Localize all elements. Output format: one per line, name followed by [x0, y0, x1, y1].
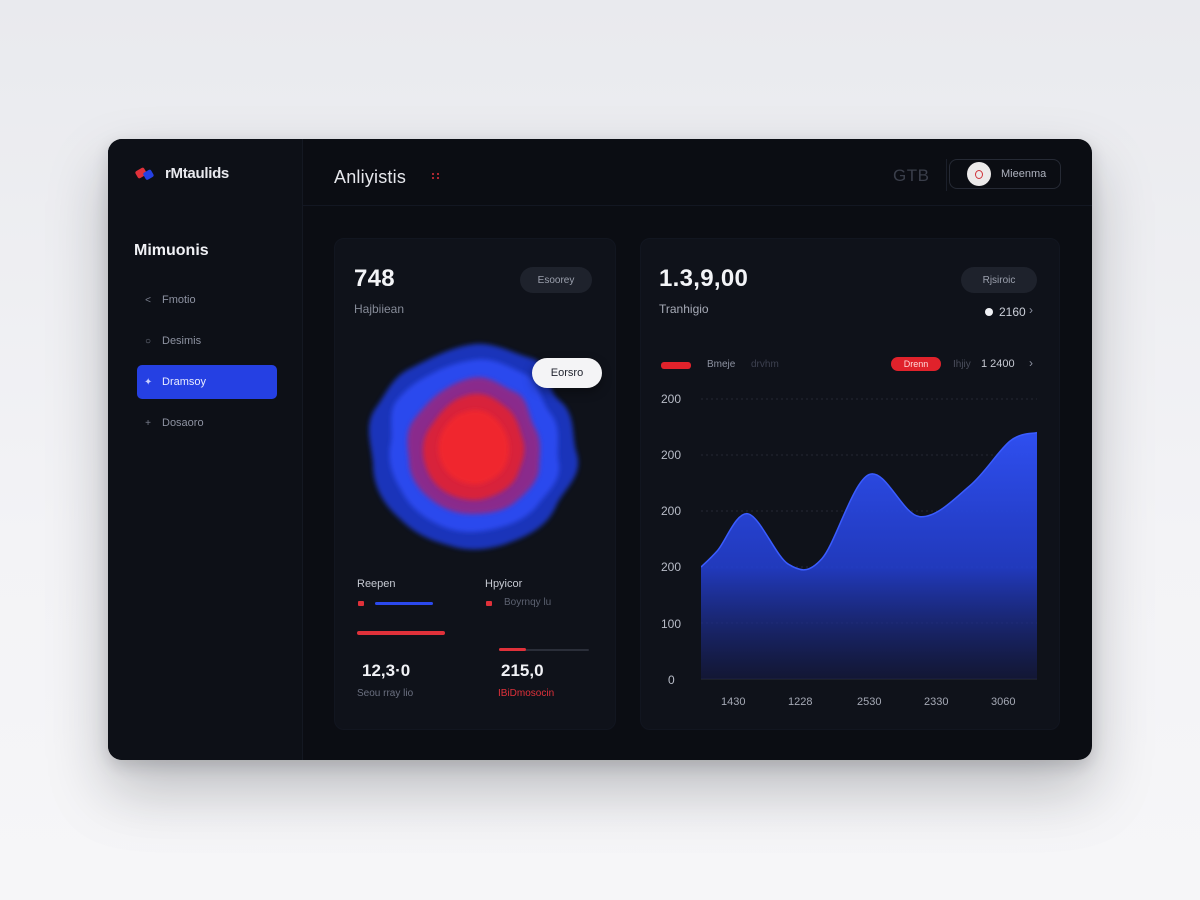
legend-b-note: Ihjiy [953, 359, 971, 370]
tooltip-button[interactable]: Eorsro [532, 358, 602, 388]
sidebar-item-label: Fmotio [162, 294, 196, 306]
heatmap-blob [368, 343, 579, 550]
filter-pill[interactable]: Esoorey [520, 267, 592, 293]
stat-1-value: 12,3·0 [362, 661, 411, 680]
stat-2-sub: IBiDmosocin [498, 688, 555, 699]
stat-1-legend-bar [375, 602, 433, 605]
area-chart [701, 398, 1037, 680]
legend-b-value: 1 2400 [981, 358, 1015, 370]
user-icon [975, 169, 983, 179]
trend-card: 1.3,9,00 Tranhigio Rjsiroic 2160 › Bmeje… [640, 238, 1060, 730]
chevron-right-icon[interactable]: › [1029, 356, 1033, 370]
logo-text: rMtaulids [165, 164, 229, 182]
area-series [701, 432, 1037, 679]
page-title: Anliyistis [334, 167, 407, 187]
legend-a-note: drvhm [751, 359, 779, 370]
card-label: Tranhigio [659, 302, 709, 316]
plus-icon: + [145, 417, 151, 429]
logo-icon [135, 167, 154, 180]
x-tick: 3060 [991, 696, 1016, 708]
sidebar-item-dramsoy[interactable]: ✦ Dramsoy [137, 365, 277, 399]
user-menu-button[interactable]: Mieenma [949, 159, 1061, 189]
stat-2-progress-bar [499, 648, 526, 651]
y-tick: 200 [661, 560, 682, 574]
sidebar-item-desimis[interactable]: ○ Desimis [137, 324, 277, 358]
user-name: Mieenma [1001, 168, 1047, 180]
top-code: GTB [893, 166, 930, 185]
stat-2-legend-text: Boyrnqy lu [504, 597, 552, 608]
stat-1-progress-bar [357, 631, 445, 635]
y-tick: 200 [661, 448, 682, 462]
x-tick: 1430 [721, 696, 746, 708]
stat-2-value: 215,0 [501, 661, 544, 680]
sidebar-title: Mimuonis [134, 242, 209, 259]
y-tick: 200 [661, 504, 682, 518]
card-label: Hajbiiean [354, 302, 405, 316]
x-tick: 1228 [788, 696, 813, 708]
heatmap-card: 748 Hajbiiean Esoorey Eorsro Reepen 12,3… [334, 238, 616, 730]
sparkle-icon: ✦ [144, 376, 153, 388]
y-tick: 100 [661, 617, 682, 631]
stat-1-title: Reepen [357, 578, 396, 590]
stat-1-legend-dot [358, 601, 364, 606]
x-tick: 2330 [924, 696, 949, 708]
sub-value[interactable]: 2160 [985, 305, 1026, 319]
sidebar-item-dosaoro[interactable]: + Dosaoro [137, 406, 277, 440]
series-chip[interactable]: Drenn [891, 357, 941, 371]
logo[interactable]: rMtaulids [135, 163, 229, 183]
dot-icon [985, 308, 993, 316]
stat-2-title: Hpyicor [485, 578, 523, 590]
card-value: 1.3,9,00 [659, 265, 749, 292]
more-dots-icon[interactable] [432, 173, 442, 179]
sidebar-item-fmotio[interactable]: < Fmotio [137, 283, 277, 317]
sidebar-item-label: Desimis [162, 335, 202, 347]
legend-a-swatch [661, 362, 691, 369]
card-value: 748 [354, 265, 395, 292]
topbar-divider [946, 159, 947, 191]
area-series-line [701, 431, 1037, 571]
stat-1-sub: Seou rray lio [357, 688, 414, 699]
sidebar-item-label: Dosaoro [162, 417, 204, 429]
circle-icon: ○ [144, 335, 152, 347]
sub-value-text: 2160 [999, 305, 1026, 319]
chevron-right-icon[interactable]: › [1029, 303, 1033, 317]
chevron-left-icon: < [145, 294, 151, 306]
y-tick: 200 [661, 392, 682, 406]
sidebar-item-label: Dramsoy [162, 376, 207, 388]
y-tick: 0 [668, 673, 675, 687]
stat-2-legend-dot [486, 601, 492, 606]
avatar [967, 162, 991, 186]
x-tick: 2530 [857, 696, 882, 708]
filter-pill[interactable]: Rjsiroic [961, 267, 1037, 293]
sidebar: rMtaulids Mimuonis < Fmotio ○ Desimis ✦ … [108, 139, 303, 760]
sidebar-nav: < Fmotio ○ Desimis ✦ Dramsoy + Dosaoro [137, 283, 277, 447]
app-window: rMtaulids Mimuonis < Fmotio ○ Desimis ✦ … [108, 139, 1092, 760]
legend-a-label[interactable]: Bmeje [707, 359, 736, 370]
stat-2-progress-track [499, 649, 589, 651]
topbar: Anliyistis GTB Mieenma [302, 139, 1092, 206]
